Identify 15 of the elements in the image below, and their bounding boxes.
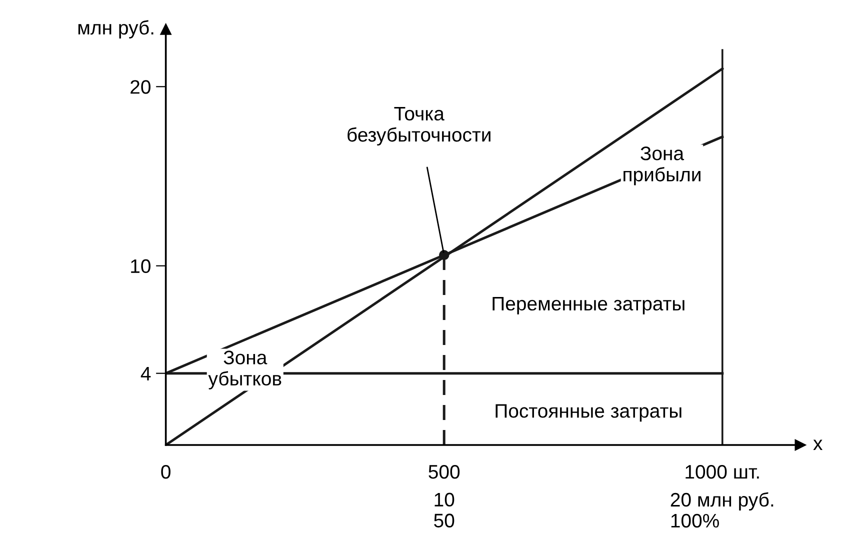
annotation: Зона убытков	[208, 350, 282, 390]
annotation: Переменные затраты	[492, 296, 684, 314]
x-tick-label: 1000 шт.	[686, 464, 759, 479]
annotation: Точка безубыточности	[348, 106, 490, 146]
x-tick-label: 500	[428, 464, 460, 479]
y-tick-label: 10	[131, 259, 150, 274]
x-tick-label: 0	[161, 464, 170, 479]
y-tick-label: 20	[130, 80, 150, 94]
text: 10 50	[434, 492, 454, 528]
annotation: Зона прибыли	[624, 146, 700, 186]
y-axis-title: млн руб.	[78, 20, 154, 38]
y-tick-label: 4	[140, 367, 151, 380]
text: 20 млн руб. 100%	[670, 492, 774, 528]
annotation: Постоянные затраты	[496, 404, 682, 422]
x-axis-title: x	[813, 440, 823, 450]
